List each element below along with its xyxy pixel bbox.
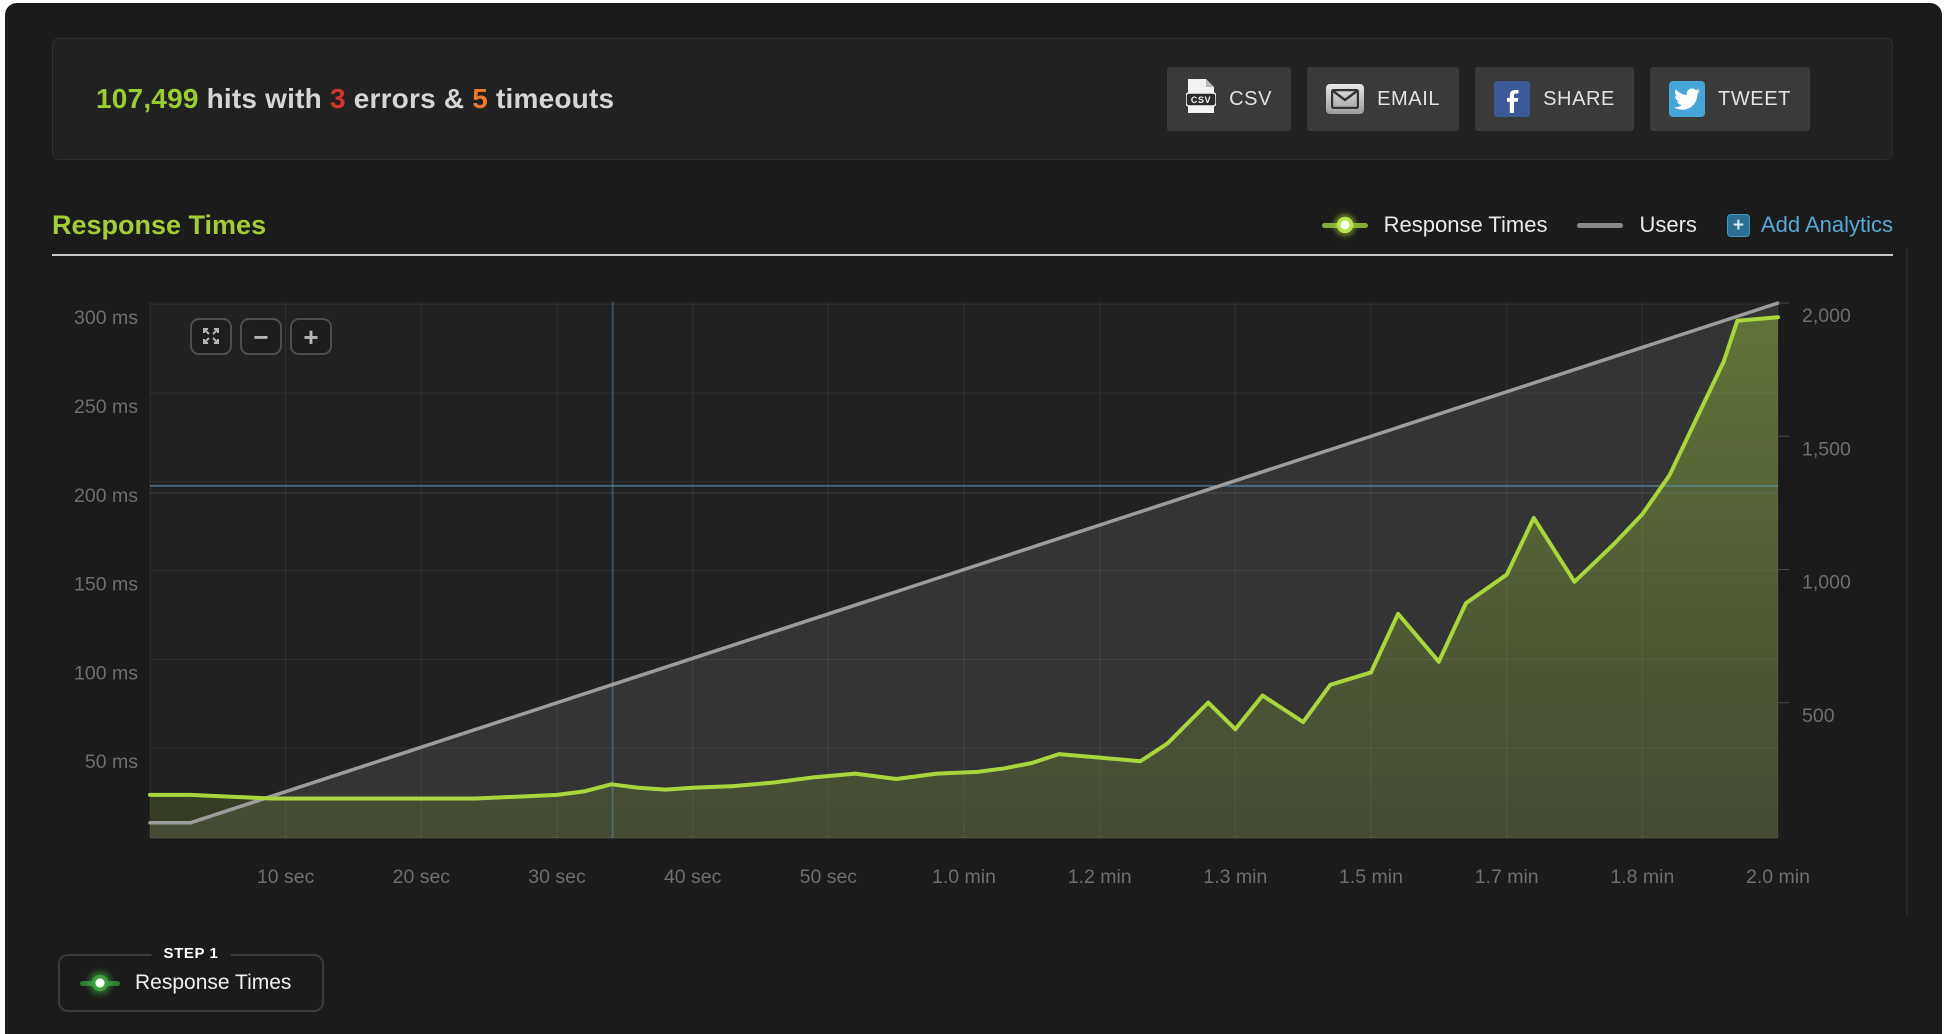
zoom-in-button[interactable]: + <box>290 318 332 355</box>
csv-file-icon: CSV <box>1185 78 1217 120</box>
legend-item-response-times[interactable]: Response Times <box>1321 212 1547 238</box>
y-axis-right-label: 1,500 <box>1802 438 1851 460</box>
x-axis-label: 10 sec <box>257 866 315 888</box>
tweet-button[interactable]: TWEET <box>1650 67 1810 131</box>
step-1-tab[interactable]: STEP 1 Response Times <box>58 945 324 1012</box>
x-axis-label: 1.0 min <box>932 866 996 888</box>
fullscreen-icon <box>201 324 221 350</box>
y-axis-right-label: 2,000 <box>1802 305 1851 327</box>
x-axis-label: 1.8 min <box>1610 866 1674 888</box>
x-axis-label: 20 sec <box>393 866 451 888</box>
y-axis-left-label: 150 ms <box>74 574 138 596</box>
twitter-icon <box>1669 81 1705 117</box>
add-analytics-link[interactable]: + Add Analytics <box>1726 212 1893 238</box>
y-axis-right-label: 1,000 <box>1802 572 1851 594</box>
errors-count: 3 <box>329 83 346 114</box>
fullscreen-button[interactable] <box>190 318 232 355</box>
response-times-line-icon <box>1321 216 1368 234</box>
email-icon <box>1326 84 1365 114</box>
section-header: Response Times Response Times Users + Ad… <box>52 196 1893 256</box>
facebook-icon <box>1494 81 1531 117</box>
svg-text:CSV: CSV <box>1191 95 1211 105</box>
facebook-share-button[interactable]: SHARE <box>1475 67 1634 131</box>
response-times-line <box>148 315 1780 801</box>
csv-button[interactable]: CSV CSV <box>1167 67 1292 131</box>
x-axis-label: 30 sec <box>528 866 586 888</box>
chart-legend: Response Times Users + Add Analytics <box>1321 212 1893 238</box>
step-title: Response Times <box>135 971 292 994</box>
y-axis-left-label: 50 ms <box>85 751 138 773</box>
users-line-icon <box>1577 222 1624 228</box>
y-axis-left-label: 200 ms <box>74 485 138 507</box>
legend-item-users[interactable]: Users <box>1577 212 1697 238</box>
stats-summary: 107,499 hits with 3 errors & 5 timeouts <box>96 83 615 114</box>
x-axis-label: 1.2 min <box>1068 866 1132 888</box>
response-times-line-icon <box>80 974 120 992</box>
y-axis-left-label: 100 ms <box>74 662 138 684</box>
hits-count: 107,499 <box>96 83 199 114</box>
page-title: Response Times <box>52 209 267 240</box>
step-label: STEP 1 <box>151 945 231 962</box>
y-axis-right-label: 500 <box>1802 705 1835 727</box>
response-times-area <box>150 317 1778 838</box>
y-axis-left-label: 300 ms <box>74 307 138 329</box>
stats-card: 107,499 hits with 3 errors & 5 timeouts … <box>52 38 1893 160</box>
x-axis-label: 40 sec <box>664 866 722 888</box>
x-axis-label: 1.3 min <box>1203 866 1267 888</box>
email-button[interactable]: EMAIL <box>1307 67 1460 131</box>
chart-zoom-controls: − + <box>190 318 332 355</box>
x-axis-label: 50 sec <box>800 866 858 888</box>
export-share-buttons: CSV CSV EMAIL SHARE <box>1167 67 1810 131</box>
x-axis-label: 2.0 min <box>1746 866 1810 888</box>
x-axis-label: 1.5 min <box>1339 866 1403 888</box>
zoom-out-button[interactable]: − <box>240 318 282 355</box>
add-icon: + <box>1726 213 1750 237</box>
x-axis-label: 1.7 min <box>1475 866 1539 888</box>
y-axis-left-label: 250 ms <box>74 396 138 418</box>
users-line <box>148 301 1780 825</box>
timeouts-count: 5 <box>472 83 488 114</box>
